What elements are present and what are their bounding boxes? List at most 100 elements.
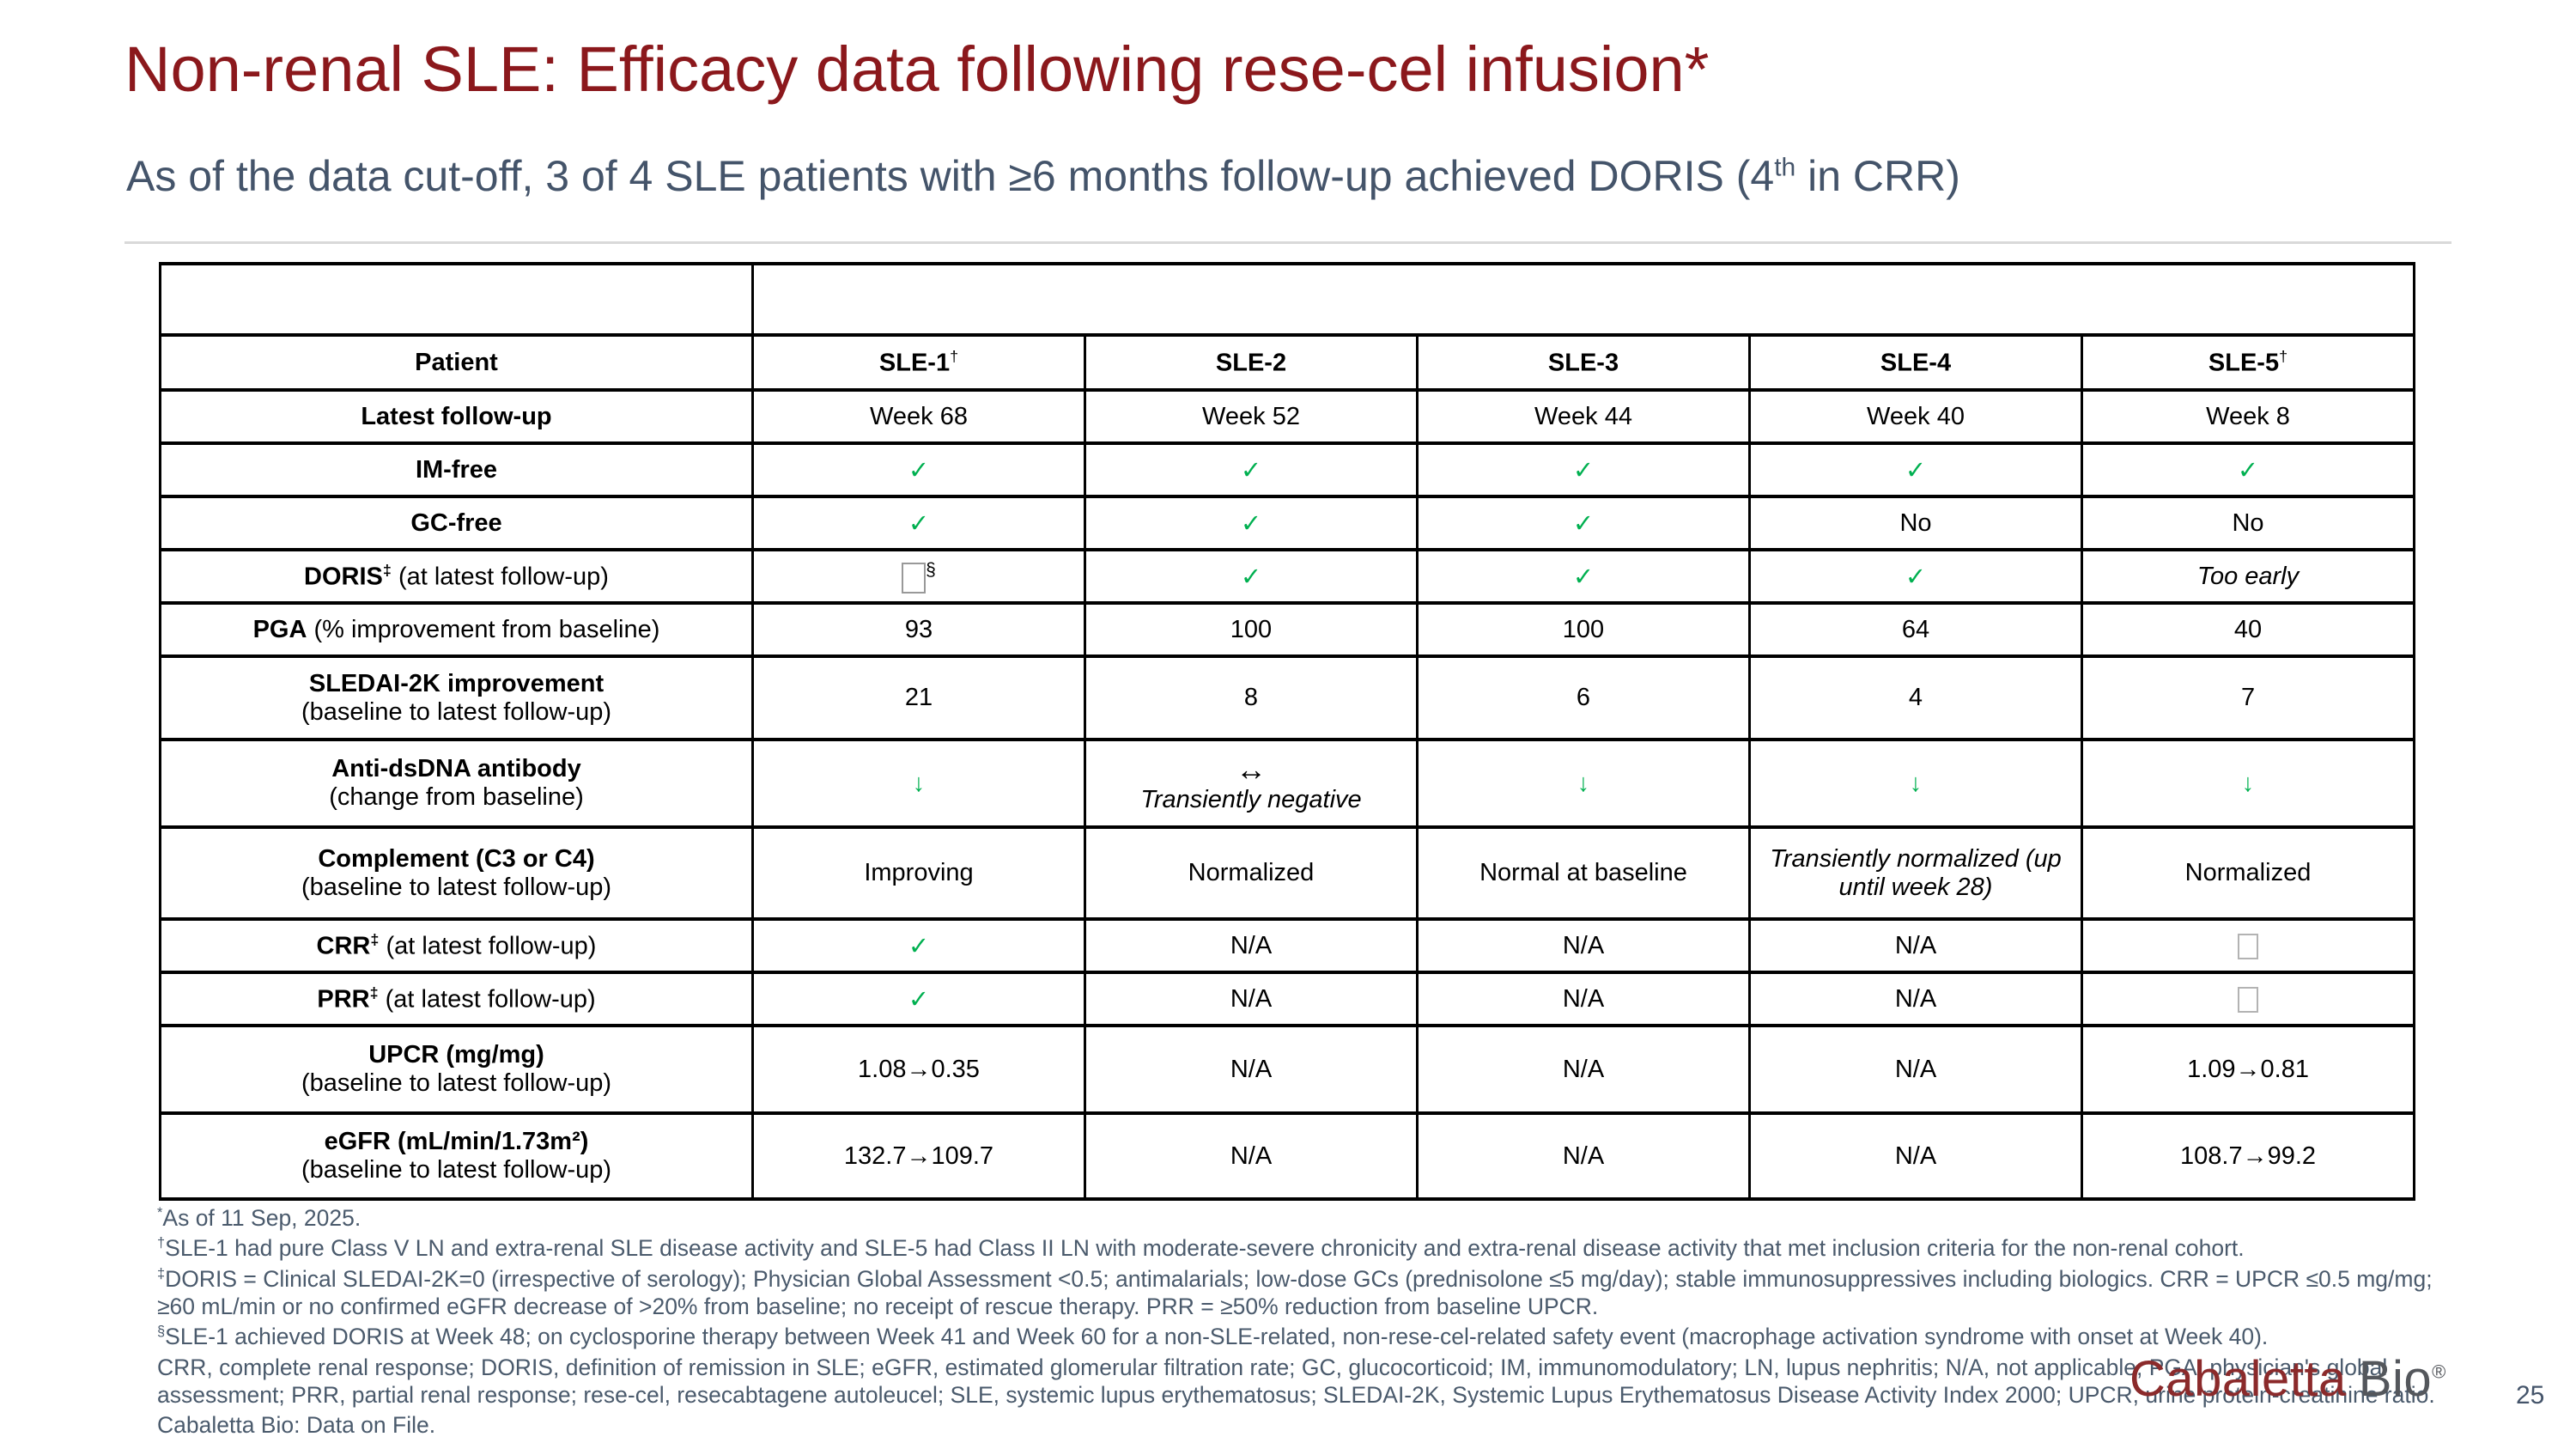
cell-gcfree-sle4: No [1748,495,2083,551]
section-marker: § [926,559,936,580]
dagger-marker: † [157,1235,166,1251]
column-header-text: SLE-4 [1880,349,1952,377]
cell-imfree-sle5-checkmark-icon: ✓ [2080,441,2416,498]
logo-wordmark-cabaletta: Cabaletta [2129,1351,2347,1407]
slide-subtitle: As of the data cut-off, 3 of 4 SLE patie… [126,153,1960,200]
row-label-crr: CRR‡ (at latest follow-up) [159,917,754,974]
cell-doris-sle4-checkmark-icon: ✓ [1748,548,2083,605]
missing-glyph-box-icon [902,562,927,594]
dagger-marker: † [950,347,959,365]
cell-sledai-sle2: 8 [1084,654,1419,741]
column-header-sle-4: SLE-4 [1748,333,2083,392]
footnote-section: §SLE-1 achieved DORIS at Week 48; on cyc… [157,1324,2269,1350]
cell-complement-sle3: Normal at baseline [1416,825,1751,921]
cell-doris-sle1: § [751,548,1086,605]
cell-sledai-sle5: 7 [2080,654,2416,741]
row-label-gc-free: GC-free [159,495,754,551]
cabaletta-bio-logo: Cabaletta Bio® [2129,1350,2446,1408]
slide-title: Non-renal SLE: Efficacy data following r… [125,33,1710,105]
cell-crr-sle2: N/A [1084,917,1419,974]
cell-imfree-sle3-checkmark-icon: ✓ [1416,441,1751,498]
cell-gcfree-sle2-checkmark-icon: ✓ [1084,495,1419,551]
cell-pga-sle3: 100 [1416,601,1751,658]
cell-pga-sle1: 93 [751,601,1086,658]
cell-antidsdna-sle2: ↔ Transiently negative [1084,738,1419,829]
cell-latest-followup-sle4: Week 40 [1748,388,2083,445]
row-prr: PRR‡ (at latest follow-up) ✓ N/A N/A N/A [159,971,2416,1027]
footnotes: *As of 11 Sep, 2025. †SLE-1 had pure Cla… [157,1204,2437,1442]
column-header-text: SLE-5 [2208,349,2280,377]
cell-prr-sle2: N/A [1084,971,1419,1027]
footnote-asterisk: *As of 11 Sep, 2025. [157,1205,361,1231]
cell-crr-sle1-checkmark-icon: ✓ [751,917,1086,974]
double-dagger-marker: ‡ [382,561,392,579]
cell-egfr-sle3: N/A [1416,1111,1751,1201]
cell-gcfree-sle3-checkmark-icon: ✓ [1416,495,1751,551]
logo-wordmark-bio: Bio [2358,1351,2433,1407]
cell-complement-sle5: Normalized [2080,825,2416,921]
cell-prr-sle5 [2080,971,2416,1027]
footnote-double-dagger: ‡DORIS = Clinical SLEDAI-2K=0 (irrespect… [157,1265,2433,1319]
cell-sledai-sle4: 4 [1748,654,2083,741]
footnote-dagger: †SLE-1 had pure Class V LN and extra-ren… [157,1235,2245,1262]
footnote-abbreviations: CRR, complete renal response; DORIS, def… [157,1354,2435,1408]
cell-upcr-sle5: 1.09→0.81 [2080,1024,2416,1115]
cell-gcfree-sle5: No [2080,495,2416,551]
section-marker: § [157,1324,166,1340]
dagger-marker: † [2279,347,2288,365]
cell-sledai-sle3: 6 [1416,654,1751,741]
cell-latest-followup-sle3: Week 44 [1416,388,1751,445]
cell-egfr-sle1: 132.7→109.7 [751,1111,1086,1201]
cell-doris-sle5: Too early [2080,548,2416,605]
cell-crr-sle5 [2080,917,2416,974]
cell-complement-sle4: Transiently normalized (up until week 28… [1748,825,2083,921]
cell-latest-followup-sle5: Week 8 [2080,388,2416,445]
row-anti-dsdna: Anti-dsDNA antibody (change from baseline… [159,738,2416,829]
row-doris: DORIS‡ (at latest follow-up) § ✓ ✓ ✓ Too… [159,548,2416,605]
cell-antidsdna-sle1-down-arrow-icon: ↓ [751,738,1086,829]
cell-antidsdna-sle2-note: Transiently negative [1140,786,1362,814]
row-label-complement: Complement (C3 or C4) (baseline to latest… [159,825,754,921]
double-dagger-marker: ‡ [157,1265,166,1282]
cell-pga-sle4: 64 [1748,601,2083,658]
cell-egfr-sle5: 108.7→99.2 [2080,1111,2416,1201]
row-label-upcr: UPCR (mg/mg) (baseline to latest follow-u… [159,1024,754,1115]
cell-crr-sle4: N/A [1748,917,2083,974]
cell-pga-sle2: 100 [1084,601,1419,658]
banner-row: Non-renal SLE [159,262,2416,337]
cell-upcr-sle1: 1.08→0.35 [751,1024,1086,1115]
cell-prr-sle4: N/A [1748,971,2083,1027]
row-crr: CRR‡ (at latest follow-up) ✓ N/A N/A N/A [159,917,2416,974]
header-row: Patient SLE-1† SLE-2 SLE-3 SLE-4 SLE-5† [159,333,2416,392]
subtitle-superscript: th [1774,153,1796,182]
row-egfr: eGFR (mL/min/1.73m²) (baseline to latest … [159,1111,2416,1201]
cell-doris-sle3-checkmark-icon: ✓ [1416,548,1751,605]
column-header-patient: Patient [159,333,754,392]
divider-line [125,241,2451,244]
column-header-sle-3: SLE-3 [1416,333,1751,392]
column-header-text: SLE-3 [1547,349,1619,377]
cell-egfr-sle2: N/A [1084,1111,1419,1201]
column-header-sle-5: SLE-5† [2080,333,2416,392]
cell-pga-sle5: 40 [2080,601,2416,658]
subtitle-text: As of the data cut-off, 3 of 4 SLE patie… [126,152,1775,200]
column-header-sle-1: SLE-1† [751,333,1086,392]
row-pga: PGA (% improvement from baseline) 93 100… [159,601,2416,658]
cell-prr-sle1-checkmark-icon: ✓ [751,971,1086,1027]
cell-latest-followup-sle2: Week 52 [1084,388,1419,445]
cell-prr-sle3: N/A [1416,971,1751,1027]
cell-imfree-sle2-checkmark-icon: ✓ [1084,441,1419,498]
missing-glyph-box-icon [2238,933,2258,959]
cell-crr-sle3: N/A [1416,917,1751,974]
row-sledai: SLEDAI-2K improvement (baseline to latest… [159,654,2416,741]
column-header-text: SLE-1 [878,349,951,377]
cell-complement-sle2: Normalized [1084,825,1419,921]
column-header-text: SLE-2 [1215,349,1287,377]
cell-antidsdna-sle4-down-arrow-icon: ↓ [1748,738,2083,829]
asterisk-marker: * [157,1205,163,1221]
cell-gcfree-sle1-checkmark-icon: ✓ [751,495,1086,551]
left-right-arrow-icon: ↔ [1236,751,1267,787]
cell-upcr-sle2: N/A [1084,1024,1419,1115]
table-banner: Non-renal SLE [750,262,2416,337]
cell-imfree-sle1-checkmark-icon: ✓ [751,441,1086,498]
